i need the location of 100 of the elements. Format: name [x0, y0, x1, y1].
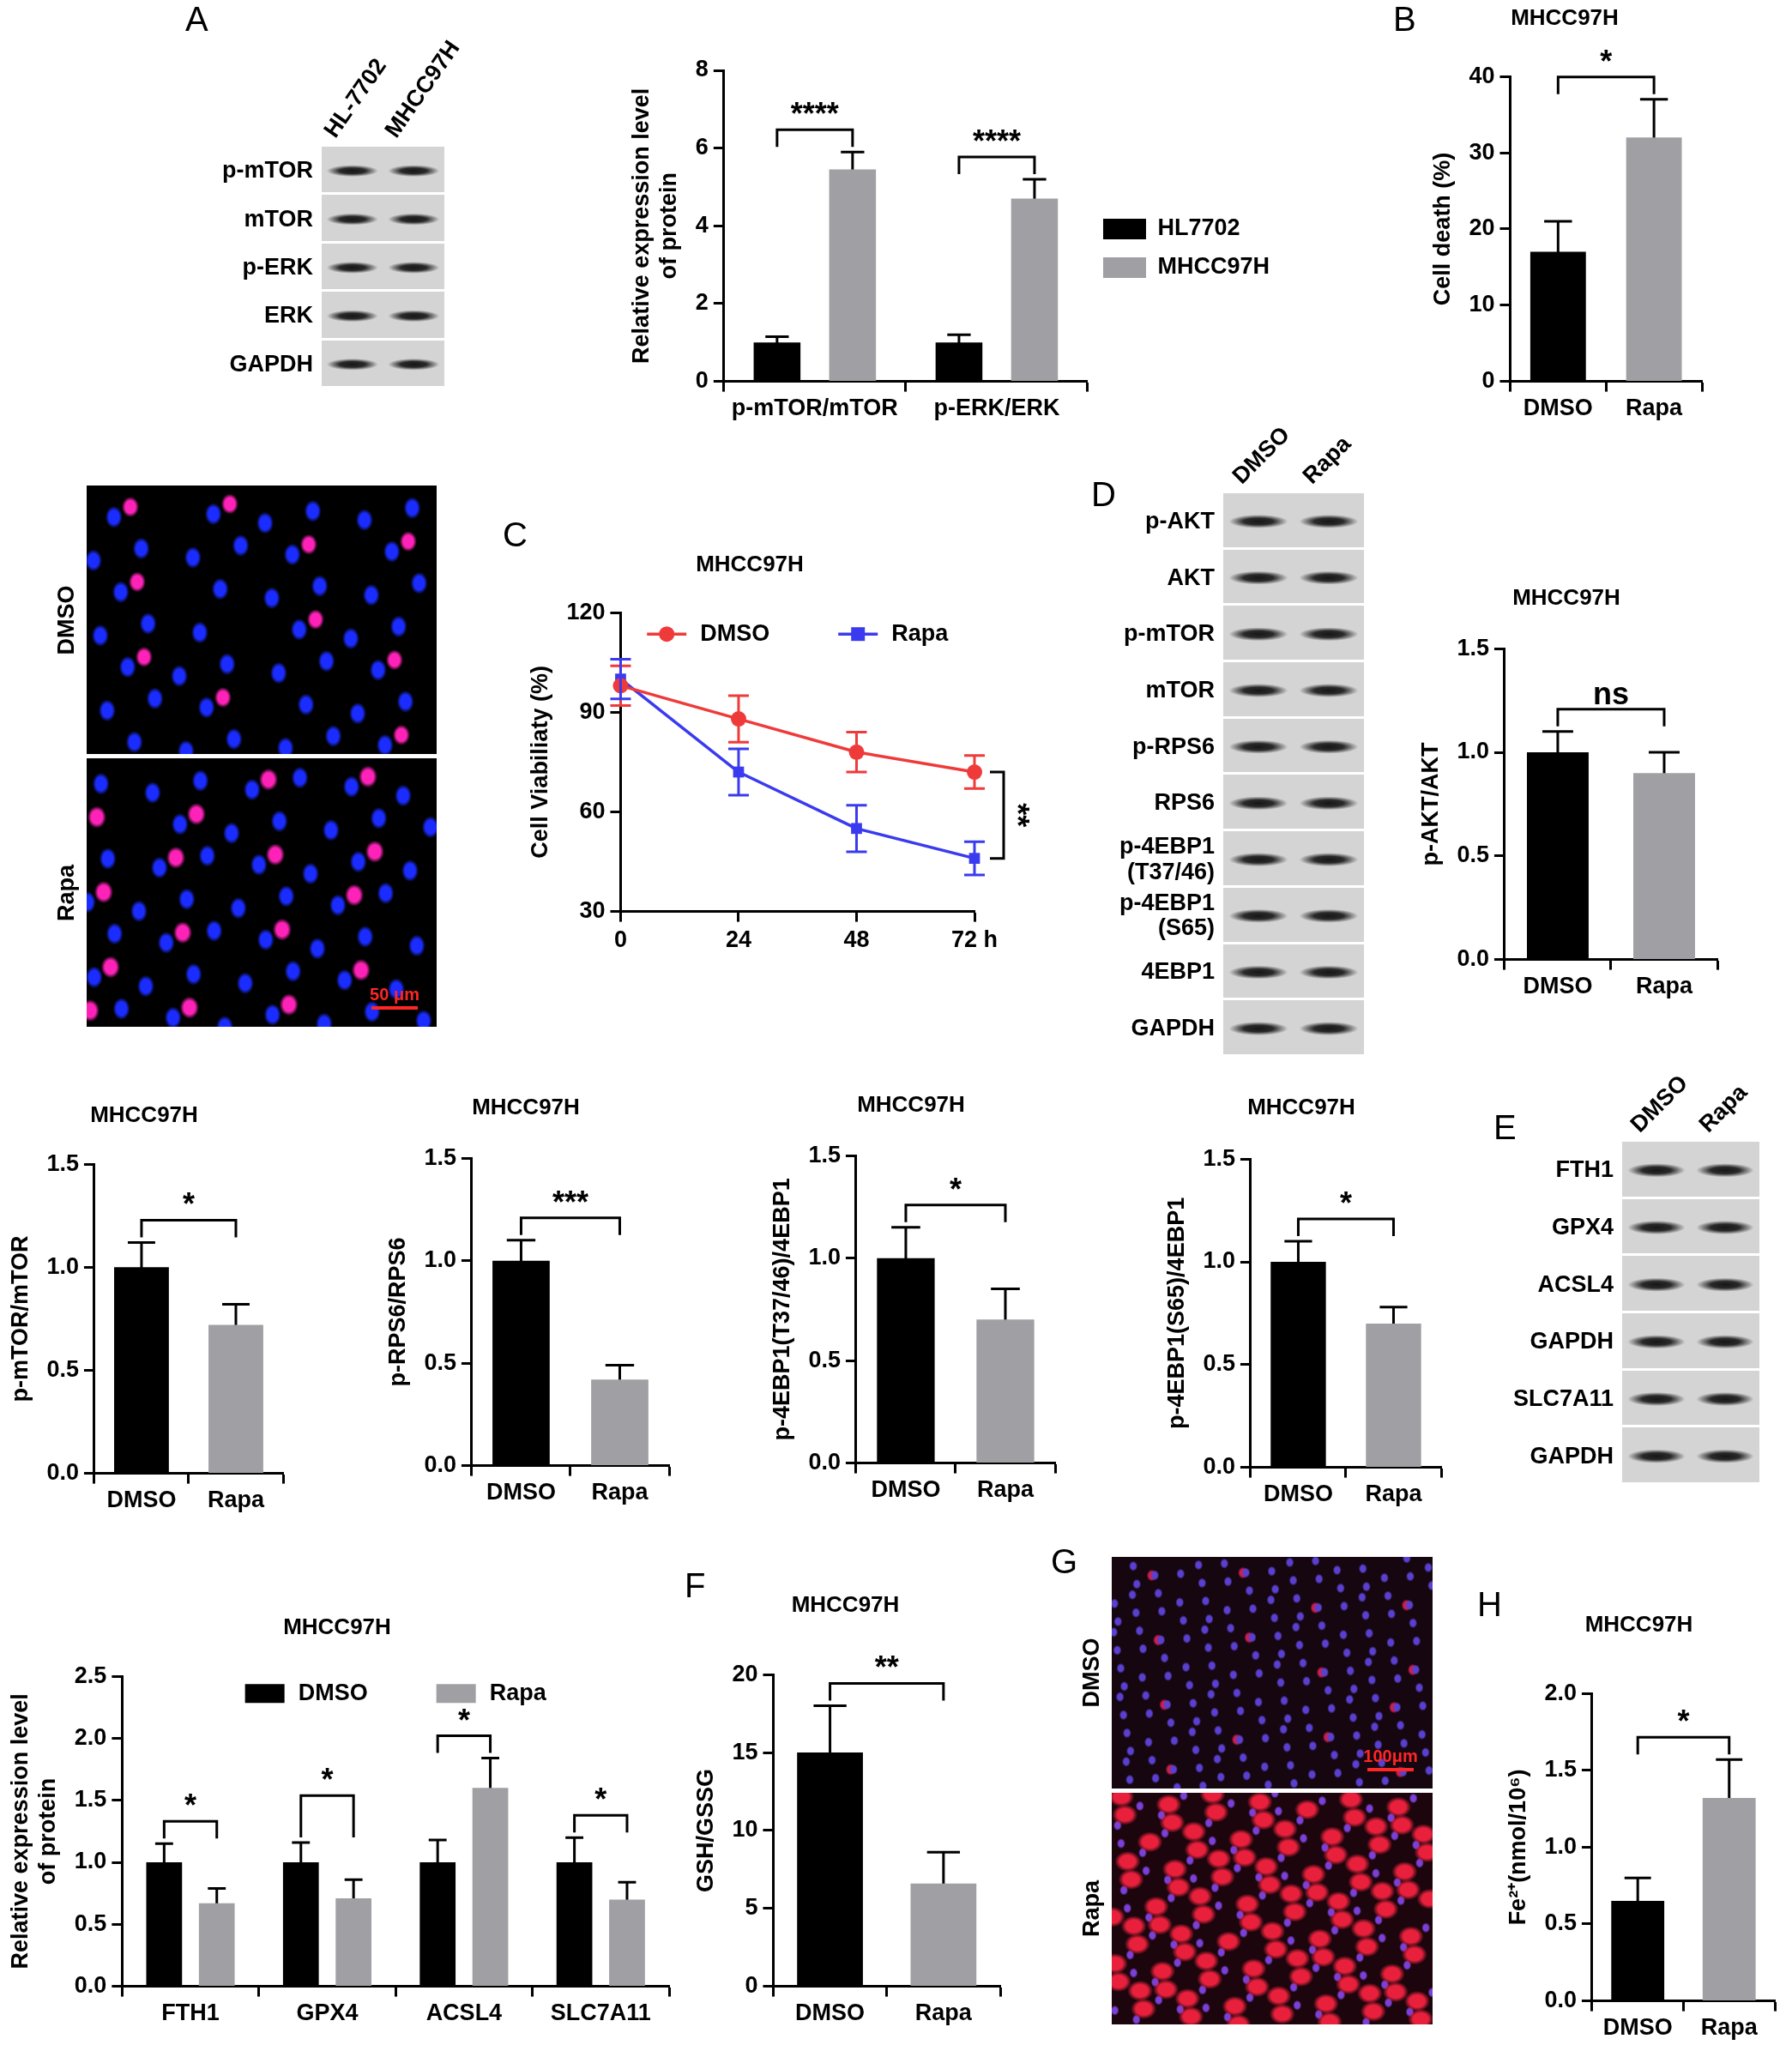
- y-tick-label: 15: [732, 1738, 758, 1764]
- y-tick-label: 1.5: [74, 1786, 107, 1813]
- y-tick-label: 20: [732, 1660, 758, 1686]
- bar: [829, 169, 877, 382]
- annotation: *: [321, 1762, 334, 1798]
- category-label: p-mTOR: [222, 157, 313, 184]
- legend-label: Rapa: [891, 619, 950, 646]
- y-tick-label: 0.0: [1203, 1453, 1235, 1480]
- y-axis-title: Relative expression level of protein: [6, 1693, 61, 1970]
- x-tick-label: FTH1: [161, 2000, 220, 2026]
- text: 50 μm: [370, 985, 419, 1004]
- chart-title: MHCC97H: [1511, 3, 1619, 30]
- category-label: SLC7A11: [1512, 1385, 1614, 1412]
- x-tick-label: p-mTOR/mTOR: [731, 395, 898, 421]
- y-tick-label: 1.0: [424, 1246, 456, 1273]
- legend-label: MHCC97H: [1157, 253, 1270, 280]
- y-tick-label: 0.0: [74, 1972, 107, 1999]
- y-tick-label: 2.0: [1544, 1679, 1577, 1705]
- category-label: 4EBP1: [1141, 958, 1215, 985]
- annotation: *: [184, 1788, 197, 1824]
- chart-title: MHCC97H: [1584, 1610, 1693, 1637]
- chart-title: MHCC97H: [791, 1590, 900, 1617]
- y-tick-label: 1.5: [424, 1143, 456, 1170]
- text: F: [685, 1566, 706, 1604]
- y-tick-label: 0: [695, 367, 709, 394]
- category-label: ERK: [263, 302, 313, 329]
- text: C: [503, 516, 528, 553]
- x-tick-label: 48: [843, 926, 870, 953]
- y-tick-label: 1.0: [808, 1244, 841, 1270]
- y-axis-title: p-AKT/AKT: [1416, 741, 1443, 866]
- y-axis-title: p-RPS6/RPS6: [383, 1237, 410, 1387]
- x-tick-label: DMSO: [1523, 395, 1593, 421]
- bar: [1011, 198, 1059, 382]
- chart-title: MHCC97H: [1512, 583, 1620, 610]
- y-tick-label: 120: [566, 598, 606, 624]
- annotation: ****: [790, 96, 839, 132]
- y-tick-label: 0.0: [46, 1459, 79, 1486]
- y-tick-label: 1.5: [808, 1141, 841, 1167]
- text: B: [1393, 0, 1416, 38]
- category-label: p-4EBP1 (S65): [1119, 890, 1215, 941]
- legend-label: DMSO: [700, 619, 770, 646]
- chart-title: MHCC97H: [696, 550, 804, 576]
- y-tick-label: 2: [695, 289, 709, 316]
- category-label: p-AKT: [1145, 508, 1215, 534]
- y-tick-label: 0.5: [46, 1355, 79, 1382]
- x-tick-label: DMSO: [486, 1479, 556, 1505]
- text: H: [1477, 1585, 1502, 1623]
- y-tick-label: 1.5: [1203, 1144, 1235, 1171]
- x-tick-label: GPX4: [296, 2000, 359, 2026]
- text: A: [185, 0, 208, 38]
- bar: [335, 1897, 372, 1987]
- category-label: GAPDH: [1131, 1015, 1215, 1041]
- category-label: Rapa: [1077, 1879, 1104, 1938]
- annotation: ns: [1592, 675, 1629, 711]
- y-tick-label: 6: [695, 134, 709, 160]
- y-tick-label: 1.5: [46, 1149, 79, 1176]
- annotation: ***: [552, 1184, 588, 1220]
- legend-label: HL7702: [1157, 214, 1240, 241]
- y-tick-label: 1.5: [1544, 1756, 1577, 1783]
- y-tick-label: 0: [1481, 367, 1495, 394]
- annotation: *: [1600, 43, 1613, 79]
- text: G: [1051, 1542, 1078, 1580]
- x-tick-label: Rapa: [976, 1476, 1035, 1503]
- x-tick-label: DMSO: [1263, 1481, 1333, 1507]
- y-tick-label: 20: [1469, 214, 1495, 241]
- chart-title: MHCC97H: [1247, 1093, 1355, 1119]
- category-label: mTOR: [244, 205, 313, 232]
- legend-label: Rapa: [489, 1679, 547, 1705]
- y-tick-label: 0.5: [1203, 1350, 1235, 1377]
- chart-title: MHCC97H: [90, 1101, 198, 1127]
- annotation: *: [457, 1702, 470, 1738]
- y-axis-title: GSH/GSSG: [691, 1768, 718, 1892]
- text: D: [1091, 475, 1116, 513]
- bar: [472, 1788, 509, 1987]
- y-tick-label: 1.0: [74, 1848, 107, 1874]
- y-tick-label: 1.0: [1544, 1832, 1577, 1859]
- y-tick-label: 0.5: [808, 1346, 841, 1372]
- y-axis-title: Cell Viabiliaty (%): [526, 666, 552, 859]
- y-tick-label: 2.5: [74, 1662, 107, 1688]
- y-tick-label: 0.0: [1457, 945, 1489, 972]
- annotation: *: [594, 1782, 607, 1818]
- y-tick-label: 30: [579, 897, 606, 924]
- y-axis-title: Cell death (%): [1428, 152, 1455, 306]
- annotation: *: [1339, 1185, 1352, 1221]
- x-tick-label: Rapa: [914, 2000, 973, 2026]
- y-axis-title: p-4EBP1(T37/46)/4EBP1: [768, 1178, 794, 1441]
- y-tick-label: 1.0: [1203, 1247, 1235, 1274]
- x-tick-label: Rapa: [207, 1487, 265, 1513]
- y-tick-label: 0.5: [74, 1909, 107, 1936]
- category-label: DMSO: [1077, 1638, 1104, 1708]
- category-label: ACSL4: [1537, 1270, 1614, 1297]
- x-tick-label: Rapa: [1700, 2014, 1759, 2041]
- category-label: p-RPS6: [1131, 733, 1215, 759]
- bar: [609, 1899, 645, 1987]
- y-tick-label: 0: [745, 1972, 758, 1999]
- annotation: *: [1677, 1704, 1690, 1740]
- y-tick-label: 2.0: [74, 1723, 107, 1750]
- x-tick-label: ACSL4: [425, 2000, 503, 2026]
- chart-title: MHCC97H: [472, 1093, 580, 1119]
- category-label: FTH1: [1555, 1156, 1614, 1183]
